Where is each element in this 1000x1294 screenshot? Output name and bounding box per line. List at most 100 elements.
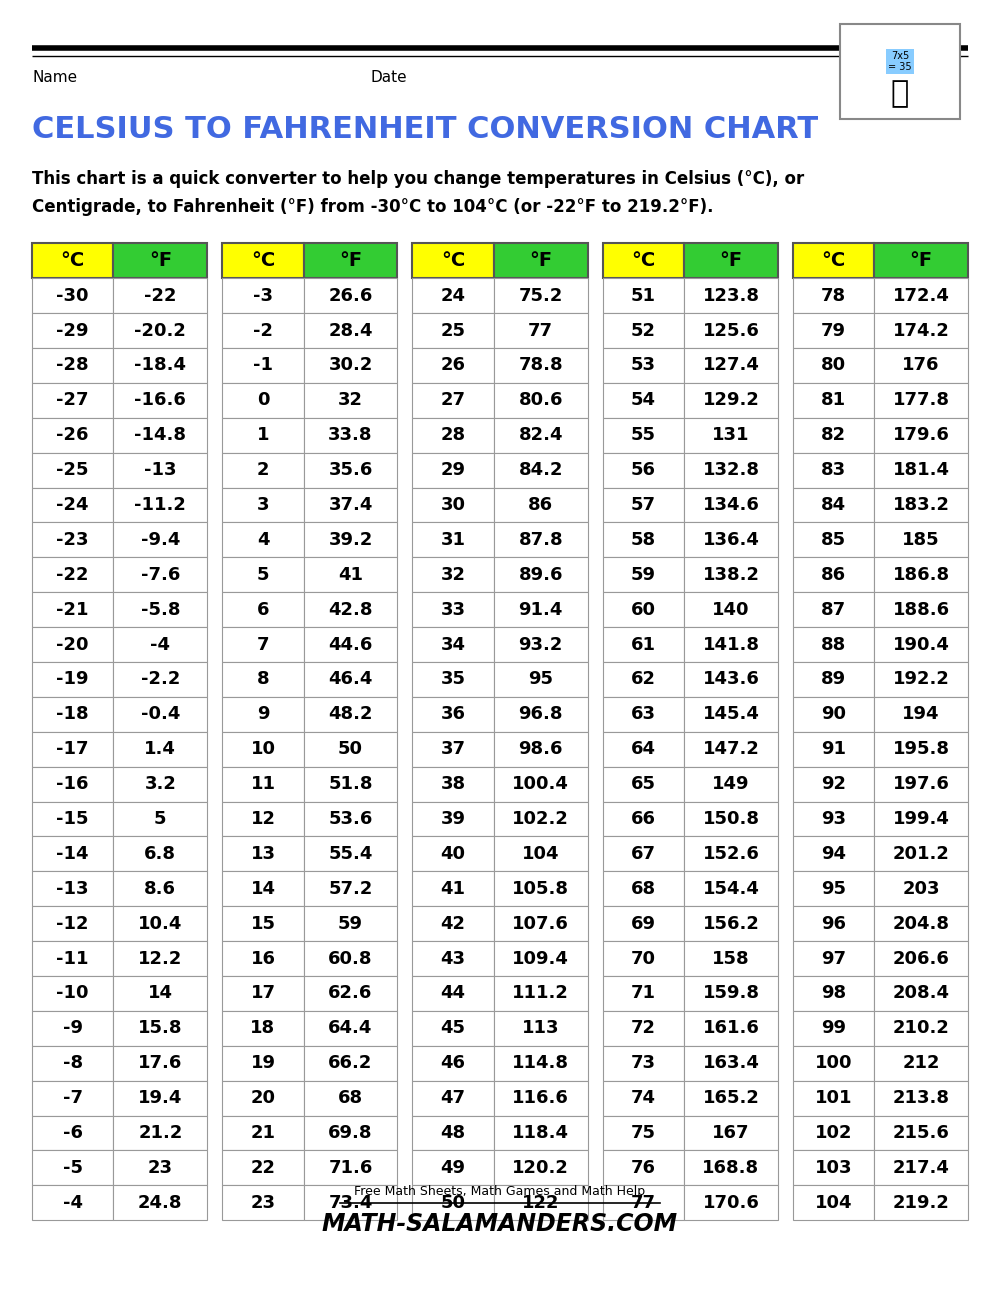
Text: 158: 158 (712, 950, 750, 968)
Bar (412, 628, 494, 663)
Bar (113, 558, 207, 593)
Text: 78.8: 78.8 (518, 356, 563, 374)
Text: -30: -30 (56, 286, 89, 304)
Bar (494, 941, 588, 976)
Bar (684, 558, 778, 593)
Text: 165.2: 165.2 (703, 1090, 759, 1108)
Text: 69.8: 69.8 (328, 1124, 373, 1143)
Bar (793, 628, 874, 663)
Text: 13: 13 (250, 845, 275, 863)
Bar (222, 1185, 304, 1220)
Bar (494, 801, 588, 836)
Bar (32, 1185, 113, 1220)
Bar (874, 348, 968, 383)
Bar (304, 383, 397, 418)
Bar (603, 278, 684, 313)
Bar (603, 418, 684, 453)
Bar (684, 628, 778, 663)
Bar (113, 697, 207, 731)
Text: -14: -14 (56, 845, 89, 863)
Bar (304, 801, 397, 836)
Bar (304, 418, 397, 453)
Bar (874, 488, 968, 523)
Text: -6: -6 (63, 1124, 83, 1143)
Bar (32, 278, 113, 313)
Bar (304, 488, 397, 523)
Bar (793, 1080, 874, 1115)
Text: 188.6: 188.6 (893, 600, 950, 619)
Text: 55: 55 (631, 426, 656, 444)
Bar (32, 1011, 113, 1046)
Bar (304, 348, 397, 383)
Text: °C: °C (61, 251, 85, 270)
Bar (494, 1011, 588, 1046)
Text: 20: 20 (250, 1090, 275, 1108)
Bar (32, 663, 113, 697)
Bar (113, 523, 207, 558)
Text: -20.2: -20.2 (134, 321, 186, 339)
Text: 12.2: 12.2 (138, 950, 183, 968)
Text: -9: -9 (63, 1020, 83, 1038)
Bar (32, 243, 113, 278)
Bar (684, 313, 778, 348)
Bar (412, 1185, 494, 1220)
Text: 11: 11 (250, 775, 275, 793)
Bar (793, 906, 874, 941)
Bar (412, 1046, 494, 1080)
Bar (684, 697, 778, 731)
Text: 86: 86 (821, 565, 846, 584)
Text: 57: 57 (631, 496, 656, 514)
Bar (684, 1150, 778, 1185)
Text: Centigrade, to Fahrenheit (°F) from -30°C to 104°C (or -22°F to 219.2°F).: Centigrade, to Fahrenheit (°F) from -30°… (32, 198, 714, 216)
Text: 199.4: 199.4 (893, 810, 950, 828)
Text: CELSIUS TO FAHRENHEIT CONVERSION CHART: CELSIUS TO FAHRENHEIT CONVERSION CHART (32, 115, 818, 144)
Text: 6: 6 (257, 600, 269, 619)
Text: 46: 46 (441, 1055, 466, 1073)
Bar (494, 348, 588, 383)
Text: 163.4: 163.4 (703, 1055, 759, 1073)
Bar (222, 418, 304, 453)
Bar (603, 1011, 684, 1046)
Text: 102: 102 (815, 1124, 852, 1143)
Text: 93.2: 93.2 (519, 635, 563, 653)
Text: 14: 14 (250, 880, 275, 898)
Bar (32, 1150, 113, 1185)
Text: °C: °C (821, 251, 846, 270)
Text: 99: 99 (821, 1020, 846, 1038)
Bar (32, 871, 113, 906)
Text: °C: °C (251, 251, 275, 270)
Text: -16: -16 (56, 775, 89, 793)
Bar (793, 593, 874, 628)
Bar (793, 523, 874, 558)
Text: 95: 95 (528, 670, 553, 688)
Bar (603, 663, 684, 697)
Bar (412, 558, 494, 593)
Text: 73: 73 (631, 1055, 656, 1073)
Bar (684, 418, 778, 453)
Bar (304, 976, 397, 1011)
Bar (412, 906, 494, 941)
Bar (874, 976, 968, 1011)
Text: 82: 82 (821, 426, 846, 444)
Bar (304, 906, 397, 941)
Bar (113, 871, 207, 906)
Text: 87.8: 87.8 (518, 531, 563, 549)
Text: 181.4: 181.4 (893, 461, 950, 479)
Bar (494, 628, 588, 663)
Text: -8: -8 (63, 1055, 83, 1073)
Bar (874, 313, 968, 348)
Bar (684, 383, 778, 418)
Bar (874, 1185, 968, 1220)
Bar (412, 836, 494, 871)
Text: 107.6: 107.6 (512, 915, 569, 933)
Bar (412, 941, 494, 976)
Text: 97: 97 (821, 950, 846, 968)
Bar (684, 348, 778, 383)
Text: 37: 37 (441, 740, 466, 758)
Text: 75: 75 (631, 1124, 656, 1143)
Bar (494, 871, 588, 906)
Text: -3: -3 (253, 286, 273, 304)
Text: -17: -17 (56, 740, 89, 758)
Bar (684, 766, 778, 801)
Bar (793, 1185, 874, 1220)
